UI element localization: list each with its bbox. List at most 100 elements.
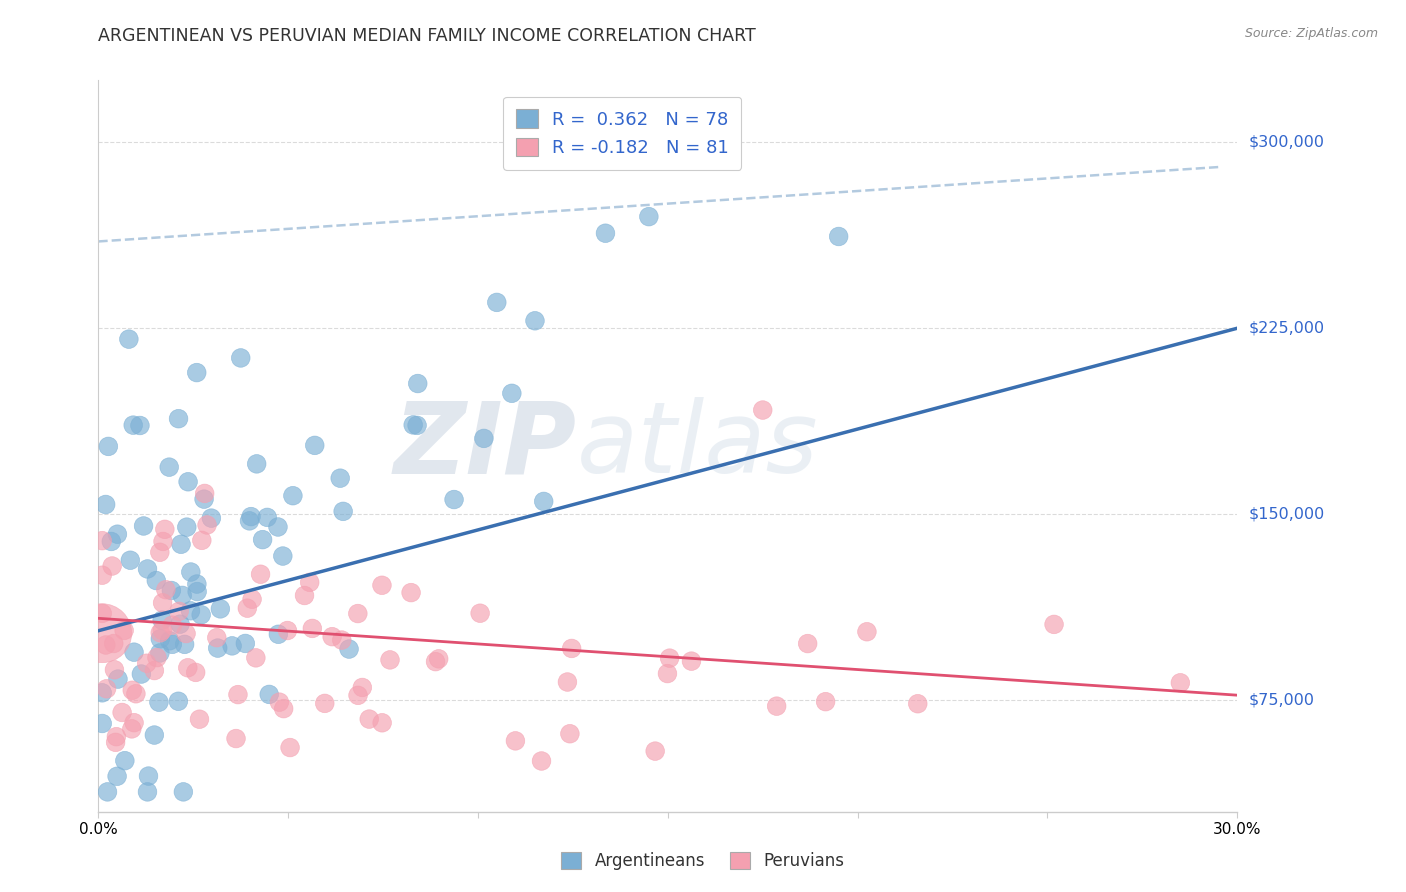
Point [122, 418, 145, 433]
Point [191, 533, 214, 548]
Point [425, 655, 447, 669]
Point [276, 624, 298, 638]
Point [443, 492, 465, 507]
Point [557, 675, 579, 690]
Point [524, 314, 547, 328]
Point [169, 617, 191, 632]
Point [298, 575, 321, 590]
Point [97, 439, 120, 453]
Point [149, 632, 172, 646]
Point [172, 588, 194, 602]
Point [120, 553, 142, 567]
Point [91, 607, 114, 621]
Point [177, 661, 200, 675]
Point [153, 522, 176, 536]
Point [195, 518, 218, 533]
Point [1170, 675, 1192, 690]
Point [100, 534, 122, 549]
Point [269, 695, 291, 709]
Point [146, 650, 169, 665]
Point [468, 606, 491, 620]
Point [91, 626, 114, 640]
Point [118, 332, 141, 346]
Point [121, 683, 143, 698]
Point [129, 418, 152, 433]
Point [352, 681, 374, 695]
Point [122, 715, 145, 730]
Point [186, 577, 208, 591]
Point [143, 664, 166, 678]
Point [122, 645, 145, 659]
Point [399, 585, 422, 599]
Text: $300,000: $300,000 [1249, 135, 1324, 150]
Point [271, 549, 294, 563]
Point [159, 633, 181, 648]
Text: atlas: atlas [576, 398, 818, 494]
Point [281, 489, 304, 503]
Point [229, 351, 252, 365]
Point [103, 663, 125, 677]
Point [138, 769, 160, 783]
Point [150, 613, 173, 627]
Point [111, 706, 134, 720]
Point [828, 229, 851, 244]
Point [533, 494, 555, 508]
Point [249, 567, 271, 582]
Point [149, 646, 172, 660]
Point [530, 754, 553, 768]
Point [149, 545, 172, 559]
Point [221, 639, 243, 653]
Point [240, 509, 263, 524]
Point [207, 641, 229, 656]
Point [209, 602, 232, 616]
Point [190, 607, 212, 622]
Point [162, 637, 184, 651]
Point [814, 695, 837, 709]
Point [752, 403, 775, 417]
Point [167, 694, 190, 708]
Legend: R =  0.362   N = 78, R = -0.182   N = 81: R = 0.362 N = 78, R = -0.182 N = 81 [503, 96, 741, 169]
Point [91, 716, 114, 731]
Point [135, 657, 157, 671]
Point [112, 624, 135, 638]
Point [236, 601, 259, 615]
Point [103, 636, 125, 650]
Point [267, 520, 290, 534]
Point [101, 559, 124, 574]
Text: ARGENTINEAN VS PERUVIAN MEDIAN FAMILY INCOME CORRELATION CHART: ARGENTINEAN VS PERUVIAN MEDIAN FAMILY IN… [98, 27, 756, 45]
Point [347, 689, 370, 703]
Point [301, 622, 323, 636]
Point [314, 697, 336, 711]
Point [371, 578, 394, 592]
Point [150, 624, 173, 638]
Point [174, 626, 197, 640]
Point [225, 731, 247, 746]
Point [132, 519, 155, 533]
Point [160, 583, 183, 598]
Point [472, 431, 495, 445]
Text: $225,000: $225,000 [1249, 321, 1324, 335]
Point [193, 492, 215, 507]
Point [107, 672, 129, 686]
Point [91, 686, 114, 700]
Point [194, 486, 217, 500]
Point [359, 712, 381, 726]
Text: Source: ZipAtlas.com: Source: ZipAtlas.com [1244, 27, 1378, 40]
Point [330, 633, 353, 648]
Legend: Argentineans, Peruvians: Argentineans, Peruvians [555, 845, 851, 877]
Point [644, 744, 666, 758]
Point [105, 730, 128, 744]
Point [681, 654, 703, 668]
Point [256, 510, 278, 524]
Point [657, 666, 679, 681]
Point [485, 295, 508, 310]
Point [267, 627, 290, 641]
Point [177, 475, 200, 489]
Point [180, 565, 202, 579]
Point [246, 457, 269, 471]
Point [245, 650, 267, 665]
Point [143, 728, 166, 742]
Point [329, 471, 352, 485]
Point [131, 667, 153, 681]
Point [252, 533, 274, 547]
